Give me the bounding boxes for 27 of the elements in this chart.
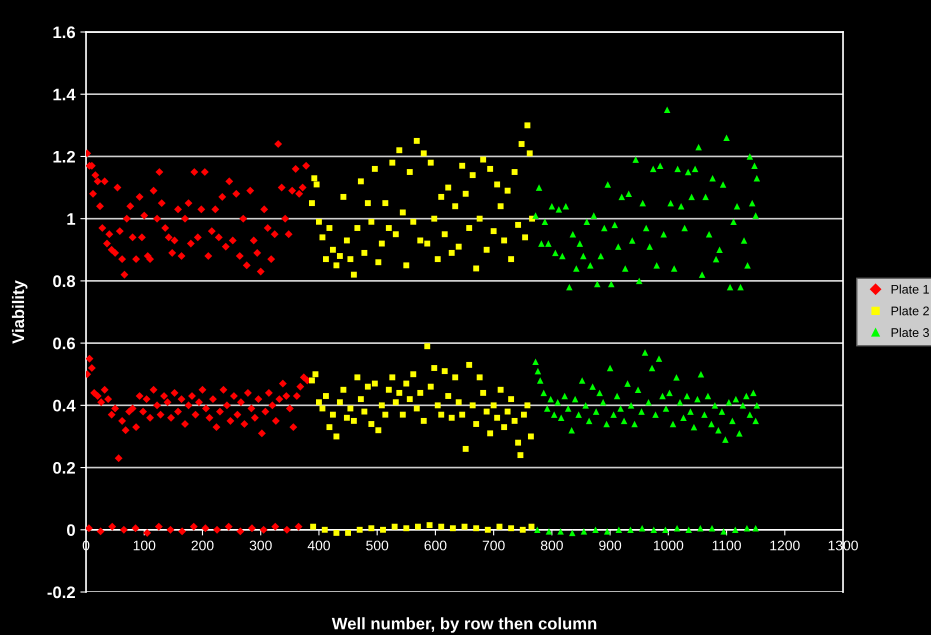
y-tick-label: 1.4: [53, 88, 76, 100]
y-tick-label: 0.4: [53, 400, 76, 412]
legend-label: Plate 2: [892, 306, 929, 316]
y-tick-label: 1.2: [53, 150, 75, 162]
y-tick-label: -0.2: [48, 586, 75, 598]
x-tick-label: 600: [424, 540, 446, 550]
x-tick-label: 300: [250, 540, 272, 550]
x-tick-label: 100: [134, 540, 156, 550]
x-tick-label: 500: [366, 540, 388, 550]
legend-label: Plate 1: [892, 284, 929, 294]
y-tick-label: 1.6: [53, 26, 76, 38]
x-tick-label: 1100: [712, 540, 741, 550]
y-tick-label: 0.2: [53, 462, 75, 474]
x-tick-label: 400: [308, 540, 330, 550]
y-tick-label: 0.8: [53, 275, 76, 288]
y-tick-label: 1: [67, 213, 76, 225]
y-tick-label: 0: [67, 524, 75, 536]
x-tick-label: 200: [192, 540, 214, 550]
y-tick-label: 0.6: [53, 338, 76, 350]
y-axis-title: Viability: [12, 280, 28, 344]
x-axis-title: Well number, by row then column: [332, 617, 596, 633]
legend-label: Plate 3: [892, 328, 929, 338]
x-tick-label: 900: [599, 540, 622, 550]
x-tick-label: 800: [540, 540, 563, 550]
x-tick-label: 1200: [770, 540, 800, 550]
x-tick-label: 1000: [654, 540, 684, 550]
x-tick-label: 700: [482, 540, 505, 550]
